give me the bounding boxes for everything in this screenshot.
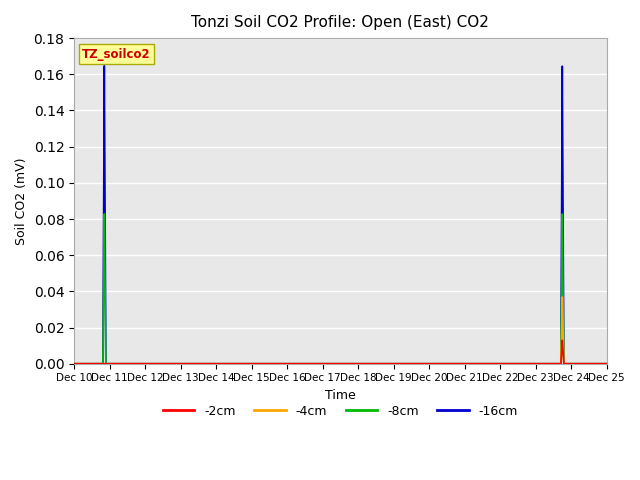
Text: TZ_soilco2: TZ_soilco2 — [82, 48, 151, 61]
Title: Tonzi Soil CO2 Profile: Open (East) CO2: Tonzi Soil CO2 Profile: Open (East) CO2 — [191, 15, 490, 30]
Legend: -2cm, -4cm, -8cm, -16cm: -2cm, -4cm, -8cm, -16cm — [158, 400, 523, 422]
X-axis label: Time: Time — [325, 389, 356, 402]
Y-axis label: Soil CO2 (mV): Soil CO2 (mV) — [15, 157, 28, 245]
